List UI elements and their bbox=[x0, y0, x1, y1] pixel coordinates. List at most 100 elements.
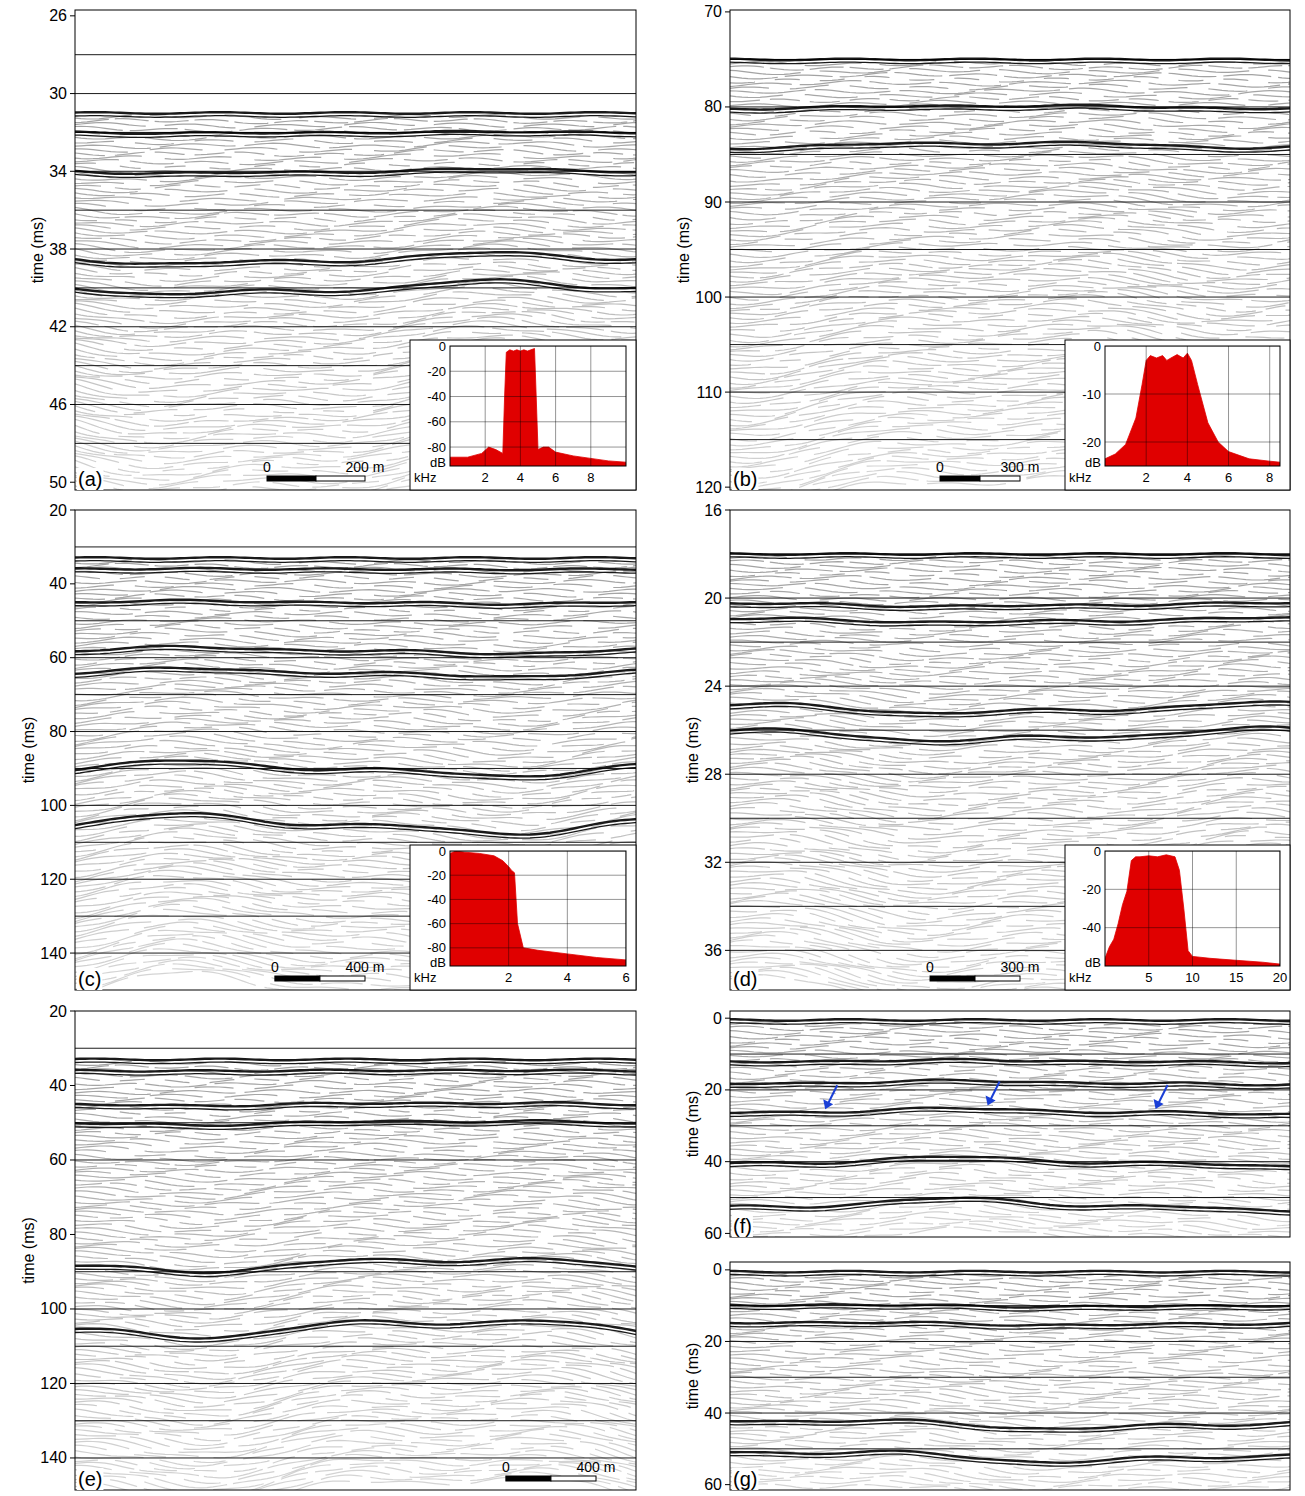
scale-bar bbox=[275, 976, 320, 981]
tick-label: 0 bbox=[439, 844, 446, 859]
texture-line bbox=[75, 587, 636, 593]
arrow bbox=[1159, 1085, 1168, 1103]
texture-line bbox=[730, 1177, 1290, 1191]
tick-label: 16 bbox=[704, 502, 722, 519]
grid-line bbox=[555, 346, 556, 466]
grid-line bbox=[730, 686, 1290, 687]
grid-line bbox=[75, 249, 636, 250]
tick bbox=[70, 15, 75, 16]
tick-label: 100 bbox=[695, 289, 722, 306]
texture-line bbox=[75, 760, 636, 777]
texture-line bbox=[75, 274, 636, 291]
texture-line bbox=[75, 184, 636, 193]
frame bbox=[730, 1262, 1290, 1490]
tick-label: 120 bbox=[695, 479, 722, 496]
texture-line bbox=[75, 684, 636, 696]
arrow-head bbox=[986, 1096, 996, 1106]
texture-line bbox=[730, 1091, 1290, 1100]
texture-line bbox=[730, 1415, 1290, 1427]
texture-line bbox=[75, 176, 636, 186]
texture-line bbox=[75, 248, 636, 264]
texture-line bbox=[75, 1281, 636, 1300]
reflector bbox=[75, 817, 636, 838]
reflector bbox=[730, 1420, 1290, 1429]
tick bbox=[70, 1011, 75, 1012]
texture-line bbox=[730, 1353, 1290, 1363]
reflector bbox=[75, 256, 636, 268]
texture-line bbox=[75, 606, 636, 614]
texture-line bbox=[75, 219, 636, 231]
grid-line bbox=[730, 642, 1290, 643]
reflector bbox=[75, 279, 636, 294]
texture-line bbox=[730, 76, 1290, 83]
texture-line bbox=[730, 1049, 1290, 1055]
scale-label: 400 m bbox=[346, 959, 385, 975]
plot-area bbox=[75, 510, 636, 990]
reflector bbox=[730, 1451, 1290, 1463]
axis-title: dB bbox=[1085, 455, 1101, 470]
reflector bbox=[730, 730, 1290, 745]
texture-line bbox=[730, 778, 1290, 797]
reflector bbox=[730, 1080, 1290, 1086]
reflector bbox=[730, 1271, 1290, 1273]
tick-label: -60 bbox=[427, 916, 446, 931]
texture-line bbox=[75, 819, 636, 841]
grid-line bbox=[75, 657, 636, 658]
texture-line bbox=[730, 560, 1290, 565]
tick bbox=[725, 1233, 730, 1234]
texture-line bbox=[75, 1218, 636, 1232]
grid-line bbox=[75, 694, 636, 695]
texture-line bbox=[75, 1080, 636, 1087]
texture-line bbox=[75, 317, 636, 337]
grid-line bbox=[1105, 927, 1280, 928]
scale-label: 0 bbox=[926, 959, 934, 975]
reflector bbox=[730, 726, 1290, 741]
texture-line bbox=[730, 1077, 1290, 1085]
grid-line bbox=[730, 1377, 1290, 1378]
texture-line bbox=[730, 1297, 1290, 1303]
texture-line bbox=[75, 1225, 636, 1240]
grid-line bbox=[75, 1346, 636, 1347]
tick bbox=[70, 583, 75, 584]
texture-line bbox=[730, 218, 1290, 233]
tick bbox=[725, 950, 730, 951]
tick-label: 6 bbox=[552, 470, 559, 485]
texture-line bbox=[730, 69, 1290, 75]
tick bbox=[70, 326, 75, 327]
tick-label: 80 bbox=[704, 98, 722, 115]
tick-label: 0 bbox=[439, 339, 446, 354]
texture-line bbox=[730, 295, 1290, 317]
texture-line bbox=[730, 269, 1290, 286]
texture-line bbox=[75, 206, 636, 218]
plot-area bbox=[730, 1011, 1290, 1237]
texture-line bbox=[730, 1053, 1290, 1059]
tick-label: 4 bbox=[517, 470, 524, 485]
tick-label: 40 bbox=[49, 575, 67, 592]
texture-line bbox=[75, 780, 636, 800]
texture-line bbox=[75, 1093, 636, 1098]
grid-line bbox=[590, 346, 591, 466]
reflector bbox=[730, 1304, 1290, 1307]
reflector bbox=[730, 1325, 1290, 1329]
texture-line bbox=[730, 1138, 1290, 1150]
texture-line bbox=[730, 1364, 1290, 1374]
reflector bbox=[730, 1062, 1290, 1067]
texture-line bbox=[730, 136, 1290, 144]
texture-line bbox=[730, 1212, 1290, 1230]
grid-line bbox=[450, 875, 626, 876]
plot-area bbox=[730, 510, 1290, 990]
axis-title: kHz bbox=[414, 970, 436, 985]
tick-label: 20 bbox=[704, 1333, 722, 1350]
grid-line bbox=[1105, 442, 1280, 443]
reflector bbox=[730, 606, 1290, 611]
axis-title: dB bbox=[1085, 955, 1101, 970]
tick-label: 26 bbox=[49, 7, 67, 24]
tick-label: 24 bbox=[704, 678, 722, 695]
grid-line bbox=[75, 1271, 636, 1272]
texture-line bbox=[730, 1420, 1290, 1432]
texture-line bbox=[730, 292, 1290, 312]
texture-line bbox=[730, 1277, 1290, 1282]
reflector bbox=[75, 668, 636, 677]
texture-line bbox=[730, 608, 1290, 615]
panel-label: (d) bbox=[733, 968, 757, 990]
